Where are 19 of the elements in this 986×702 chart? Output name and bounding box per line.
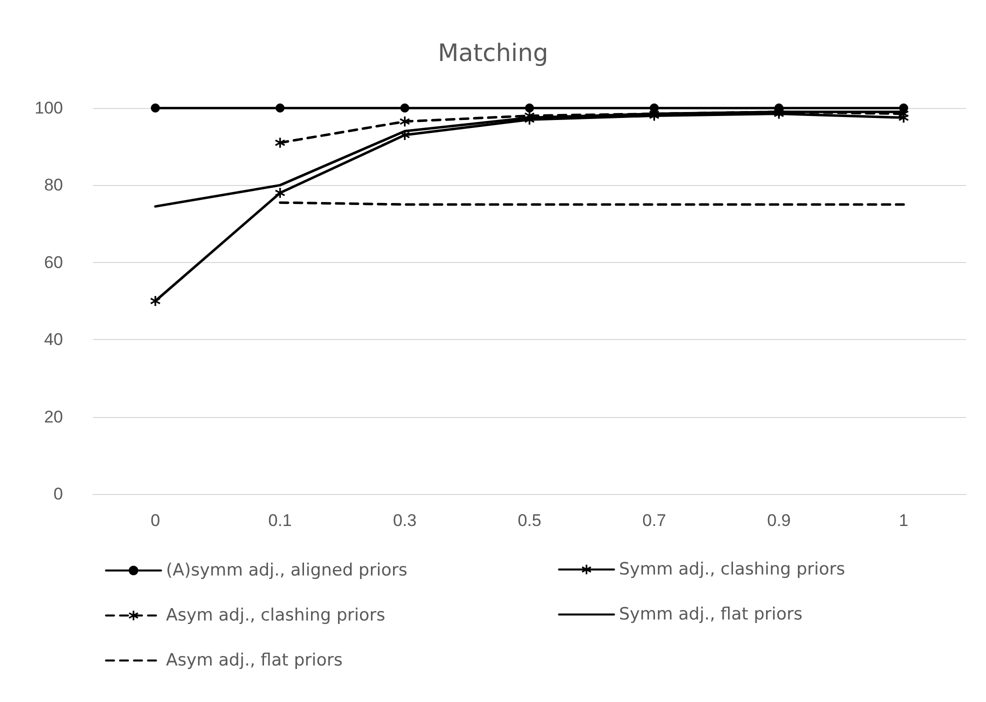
x-tick-label: 1	[898, 511, 908, 530]
legend-label: Asym adj., clashing priors	[166, 606, 386, 626]
legend-label: Asym adj., flat priors	[166, 650, 343, 670]
x-tick-label: 0.5	[518, 511, 542, 530]
y-tick-label: 20	[44, 407, 63, 426]
legend-label: Symm adj., clashing priors	[619, 560, 846, 580]
chart-title: Matching	[438, 39, 548, 67]
legend-label: (A)symm adj., aligned priors	[166, 560, 408, 580]
x-tick-label: 0.3	[392, 511, 417, 530]
y-tick-label: 80	[44, 176, 63, 195]
x-tick-label: 0.1	[268, 511, 292, 530]
y-tick-label: 0	[54, 484, 63, 504]
x-tick-label: 0.7	[642, 511, 666, 530]
y-tick-label: 40	[44, 330, 63, 350]
x-tick-label: 0	[150, 511, 160, 530]
y-tick-label: 100	[34, 98, 63, 118]
x-tick-label: 0.9	[767, 511, 791, 530]
legend-label: Symm adj., flat priors	[619, 604, 803, 624]
y-tick-label: 60	[44, 252, 63, 272]
